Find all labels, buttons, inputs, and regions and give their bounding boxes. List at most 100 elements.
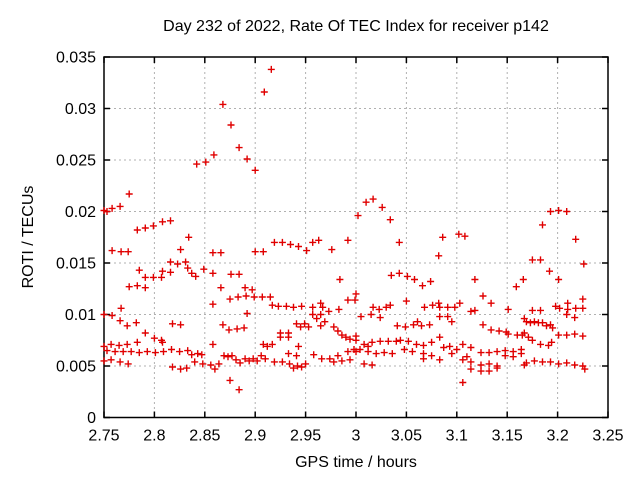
data-point-marker: [426, 321, 434, 329]
data-point-marker: [199, 360, 207, 368]
data-point-marker: [428, 338, 436, 346]
data-point-marker: [579, 295, 587, 303]
data-point-marker: [240, 324, 248, 332]
y-tick-label: 0.01: [65, 307, 96, 324]
data-point-marker: [127, 348, 135, 356]
data-point-marker: [384, 337, 392, 345]
data-point-marker: [555, 207, 563, 214]
data-point-marker: [286, 360, 293, 368]
data-point-marker: [317, 322, 325, 330]
x-tick-label: 3.25: [592, 428, 623, 445]
data-point-marker: [177, 321, 185, 329]
data-point-marker: [428, 352, 436, 360]
data-point-marker: [326, 355, 334, 363]
data-point-marker: [563, 311, 571, 318]
data-point-marker: [309, 311, 317, 318]
data-point-marker: [522, 318, 530, 326]
data-point-marker: [241, 284, 249, 292]
data-point-marker: [344, 236, 352, 244]
data-point-marker: [219, 321, 227, 329]
data-point-marker: [459, 356, 467, 364]
data-point-marker: [285, 350, 292, 358]
data-point-marker: [184, 264, 192, 272]
data-point-marker: [436, 303, 444, 311]
data-point-marker: [581, 365, 589, 373]
data-point-marker: [344, 296, 352, 304]
data-point-marker: [539, 221, 546, 229]
data-point-marker: [233, 325, 241, 333]
data-point-marker: [235, 386, 243, 394]
data-point-marker: [141, 224, 149, 232]
data-point-marker: [227, 270, 235, 278]
data-point-marker: [517, 346, 525, 353]
data-point-marker: [335, 305, 343, 313]
data-point-marker: [334, 352, 342, 360]
data-point-marker: [310, 351, 318, 359]
data-point-marker: [225, 326, 233, 334]
y-tick-label: 0.03: [65, 101, 96, 118]
data-point-marker: [200, 265, 208, 273]
data-point-marker: [116, 202, 124, 210]
data-point-marker: [107, 340, 115, 348]
data-point-marker: [509, 353, 517, 361]
x-tick-label: 3.05: [391, 428, 422, 445]
data-point-marker: [485, 367, 493, 375]
data-point-marker: [287, 241, 294, 248]
data-point-marker: [451, 303, 459, 311]
y-axis-label: ROTI / TECUs: [20, 186, 37, 289]
data-point-marker: [309, 303, 317, 311]
data-point-marker: [410, 321, 417, 329]
data-point-marker: [402, 297, 410, 305]
data-point-marker: [549, 324, 557, 332]
data-point-marker: [270, 238, 278, 246]
data-point-marker: [446, 342, 454, 350]
x-tick-label: 2.75: [88, 428, 119, 445]
data-point-marker: [367, 311, 375, 318]
data-point-marker: [257, 352, 265, 360]
data-point-marker: [408, 348, 416, 356]
data-point-marker: [528, 306, 536, 314]
data-point-marker: [268, 340, 276, 348]
data-point-marker: [414, 318, 421, 326]
data-point-marker: [243, 155, 251, 163]
y-tick-label: 0: [87, 410, 96, 427]
data-point-marker: [169, 320, 176, 328]
data-point-marker: [479, 292, 487, 300]
data-point-marker: [413, 340, 420, 348]
data-point-marker: [369, 195, 377, 203]
data-point-marker: [555, 331, 563, 339]
data-point-marker: [336, 276, 344, 283]
data-point-marker: [198, 351, 206, 359]
axes: [103, 56, 609, 419]
data-point-marker: [209, 249, 217, 257]
data-point-marker: [571, 361, 579, 369]
data-point-marker: [552, 302, 560, 310]
data-point-marker: [123, 340, 131, 348]
data-point-marker: [313, 315, 321, 323]
data-point-marker: [461, 232, 469, 240]
data-point-marker: [260, 88, 268, 96]
data-point-marker: [487, 326, 495, 334]
data-point-marker: [556, 304, 564, 312]
data-point-marker: [564, 305, 572, 313]
data-point-marker: [579, 332, 587, 340]
data-point-marker: [302, 360, 310, 368]
data-point-marker: [259, 340, 267, 348]
data-point-marker: [117, 304, 125, 312]
data-point-marker: [259, 248, 267, 256]
data-point-marker: [528, 336, 536, 344]
data-point-marker: [404, 337, 412, 345]
data-point-marker: [420, 355, 427, 363]
data-point-marker: [158, 273, 165, 281]
data-point-marker: [235, 144, 243, 152]
data-point-marker: [141, 329, 149, 337]
x-tick-label: 2.8: [143, 428, 165, 445]
data-point-marker: [364, 348, 372, 356]
data-point-marker: [124, 360, 132, 368]
data-point-marker: [150, 334, 158, 342]
data-point-marker: [463, 353, 471, 361]
data-point-marker: [319, 303, 327, 311]
data-point-marker: [261, 355, 269, 363]
data-point-marker: [439, 233, 447, 241]
data-point-marker: [226, 295, 234, 303]
